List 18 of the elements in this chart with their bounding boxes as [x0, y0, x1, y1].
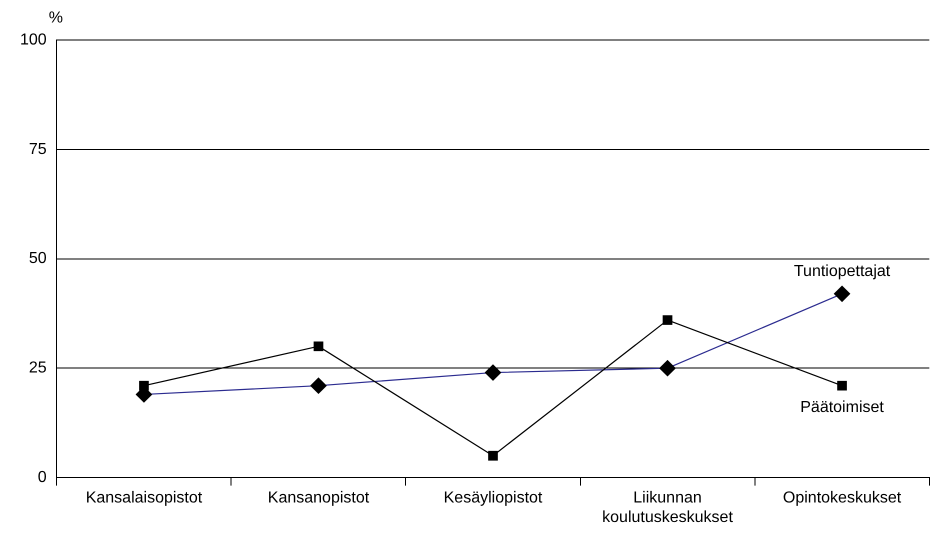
y-tick-label: 50	[28, 250, 47, 268]
point	[837, 380, 847, 391]
point	[314, 341, 324, 352]
y-tick-label: 25	[28, 360, 47, 377]
x-tick-label: Opintokeskukset	[782, 490, 902, 507]
series-label: Päätoimiset	[800, 399, 884, 416]
x-tick-label: Kesäyliopistot	[444, 490, 543, 507]
x-tick-label: Kansanopistot	[268, 490, 370, 507]
series-label: Tuntiopettajat	[794, 263, 891, 280]
y-tick-label: 100	[20, 31, 47, 48]
point	[662, 315, 672, 325]
y-tick-label: 75	[28, 140, 47, 158]
y-tick-label: 0	[38, 469, 47, 486]
x-tick-label: Liikunnan koulutuskeskukset	[602, 490, 734, 526]
point	[488, 450, 498, 461]
y-axis-title: %	[48, 9, 63, 26]
x-tick-label: Kansalaisopistot	[86, 490, 203, 507]
point	[139, 380, 149, 391]
